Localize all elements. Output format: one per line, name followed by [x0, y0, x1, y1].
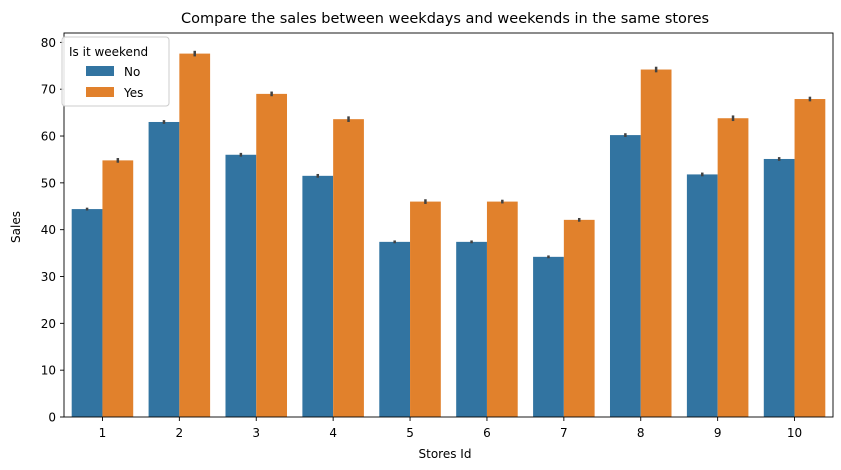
x-tick-label-9: 9 [714, 426, 722, 440]
x-axis: 1 2 3 4 5 6 7 8 9 10 [99, 417, 802, 440]
bars-group [71, 53, 826, 418]
bar-store-3-yes [256, 93, 288, 417]
legend-label-yes: Yes [123, 86, 143, 100]
y-axis: 0 10 20 30 40 50 60 70 80 [41, 36, 64, 425]
x-tick-label-2: 2 [176, 426, 184, 440]
bar-store-1-yes [102, 160, 134, 417]
x-tick-label-5: 5 [406, 426, 414, 440]
x-tick-label-7: 7 [560, 426, 568, 440]
legend: Is it weekend No Yes [61, 36, 170, 107]
bar-store-3-no [225, 154, 257, 417]
x-tick-label-4: 4 [329, 426, 337, 440]
x-tick-label-8: 8 [637, 426, 645, 440]
legend-swatch-yes [86, 87, 114, 97]
bar-store-2-yes [179, 53, 211, 417]
error-bars-group [85, 50, 812, 259]
bar-store-8-no [609, 135, 641, 417]
bar-store-10-yes [794, 99, 826, 417]
y-tick-label-60: 60 [41, 130, 56, 144]
y-tick-label-20: 20 [41, 317, 56, 331]
y-tick-label-40: 40 [41, 223, 56, 237]
plot-frame [63, 32, 834, 418]
y-tick-label-80: 80 [41, 36, 56, 50]
bar-store-9-no [686, 174, 718, 417]
x-tick-label-3: 3 [252, 426, 260, 440]
x-tick-label-1: 1 [99, 426, 107, 440]
bar-store-6-yes [486, 201, 518, 417]
x-tick-label-6: 6 [483, 426, 491, 440]
y-axis-label: Sales [9, 211, 23, 243]
y-tick-label-10: 10 [41, 364, 56, 378]
x-tick-label-10: 10 [787, 426, 802, 440]
bar-store-2-no [148, 121, 180, 417]
bar-store-7-yes [563, 219, 595, 417]
bar-store-4-no [302, 175, 334, 417]
bar-store-9-yes [717, 118, 749, 417]
y-tick-label-50: 50 [41, 176, 56, 190]
bar-store-7-no [533, 256, 564, 417]
legend-label-no: No [124, 65, 140, 79]
bar-store-4-yes [333, 119, 364, 418]
bar-store-5-yes [410, 201, 441, 417]
legend-title: Is it weekend [69, 45, 148, 59]
bar-store-6-no [456, 241, 487, 417]
y-tick-label-30: 30 [41, 270, 56, 284]
bar-store-8-yes [640, 69, 672, 417]
x-axis-label: Stores Id [419, 447, 472, 461]
legend-swatch-no [86, 66, 114, 76]
bar-store-5-no [379, 241, 411, 417]
y-tick-label-0: 0 [48, 411, 56, 425]
chart-title: Compare the sales between weekdays and w… [181, 11, 709, 27]
bar-store-10-no [763, 158, 795, 417]
bar-store-1-no [71, 209, 103, 417]
y-tick-label-70: 70 [41, 83, 56, 97]
